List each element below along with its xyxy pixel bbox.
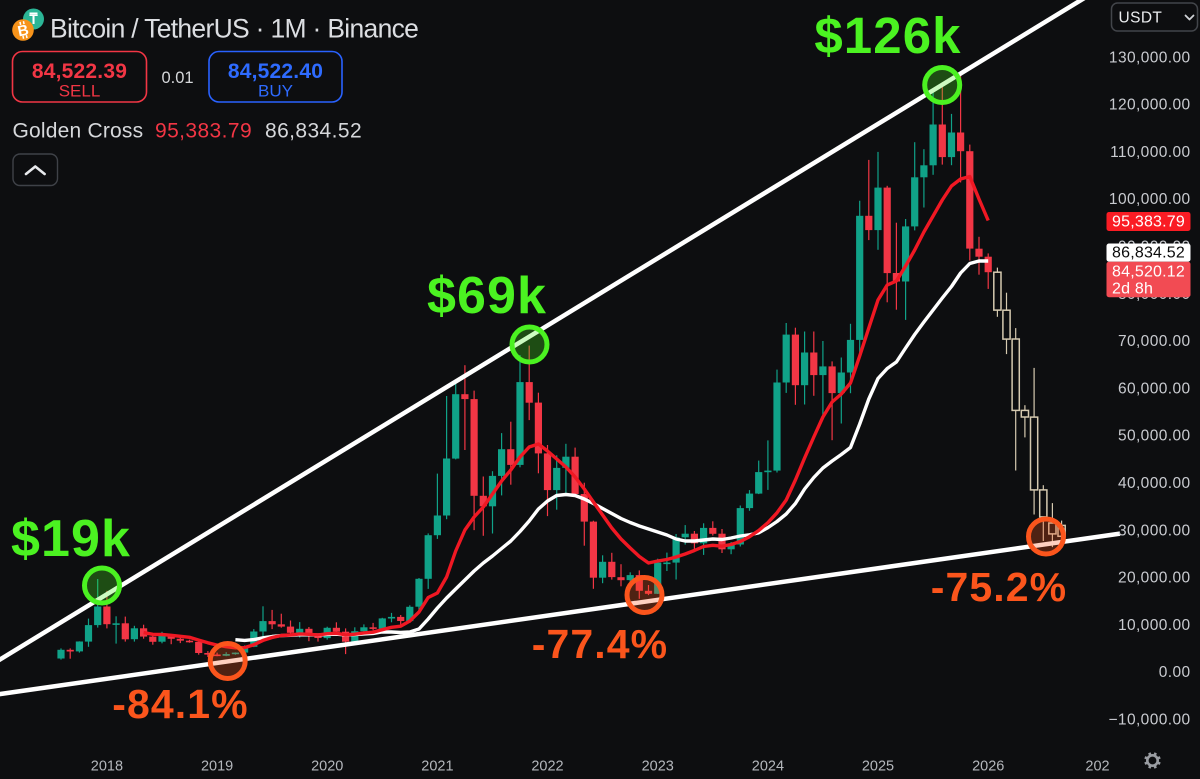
svg-text:$126k: $126k [814, 7, 961, 64]
svg-text:−10,000.00: −10,000.00 [1108, 712, 1190, 729]
svg-text:$69k: $69k [427, 267, 547, 325]
svg-text:2d 8h: 2d 8h [1112, 281, 1153, 298]
svg-text:202: 202 [1085, 759, 1109, 775]
svg-text:2023: 2023 [642, 759, 674, 775]
svg-text:Golden Cross: Golden Cross [13, 120, 144, 143]
svg-text:SELL: SELL [59, 82, 101, 101]
svg-text:84,522.39: 84,522.39 [32, 60, 127, 83]
svg-text:2018: 2018 [91, 759, 123, 775]
svg-text:84,522.40: 84,522.40 [228, 60, 323, 83]
svg-text:40,000.00: 40,000.00 [1118, 475, 1191, 492]
svg-text:0.01: 0.01 [161, 69, 193, 87]
svg-text:95,383.79: 95,383.79 [1112, 214, 1185, 231]
svg-text:130,000.00: 130,000.00 [1109, 49, 1191, 66]
svg-text:-75.2%: -75.2% [931, 564, 1068, 610]
svg-text:86,834.52: 86,834.52 [265, 120, 362, 143]
svg-text:Bitcoin / TetherUS · 1M · Bina: Bitcoin / TetherUS · 1M · Binance [50, 14, 418, 44]
svg-text:2019: 2019 [201, 759, 233, 775]
svg-text:95,383.79: 95,383.79 [155, 120, 252, 143]
svg-text:10,000.00: 10,000.00 [1118, 617, 1191, 634]
svg-text:30,000.00: 30,000.00 [1118, 522, 1191, 539]
svg-text:-77.4%: -77.4% [532, 621, 669, 667]
svg-text:86,834.52: 86,834.52 [1112, 245, 1185, 262]
svg-text:$19k: $19k [11, 510, 131, 568]
svg-text:2024: 2024 [752, 759, 784, 775]
svg-text:100,000.00: 100,000.00 [1109, 191, 1191, 208]
svg-text:70,000.00: 70,000.00 [1118, 333, 1191, 350]
svg-text:0.00: 0.00 [1159, 664, 1191, 681]
svg-text:110,000.00: 110,000.00 [1110, 144, 1190, 161]
svg-text:2021: 2021 [421, 759, 453, 775]
svg-text:20,000.00: 20,000.00 [1118, 570, 1191, 587]
svg-text:2020: 2020 [311, 759, 343, 775]
svg-text:-84.1%: -84.1% [112, 681, 249, 727]
svg-text:2022: 2022 [531, 759, 563, 775]
svg-text:50,000.00: 50,000.00 [1118, 428, 1191, 445]
svg-text:60,000.00: 60,000.00 [1118, 380, 1191, 397]
svg-text:84,520.12: 84,520.12 [1112, 264, 1185, 281]
svg-text:2026: 2026 [972, 759, 1004, 775]
svg-text:2025: 2025 [862, 759, 894, 775]
svg-text:120,000.00: 120,000.00 [1109, 97, 1191, 114]
svg-text:USDT: USDT [1119, 10, 1163, 27]
svg-text:BUY: BUY [258, 82, 293, 101]
svg-text:T: T [29, 11, 38, 27]
